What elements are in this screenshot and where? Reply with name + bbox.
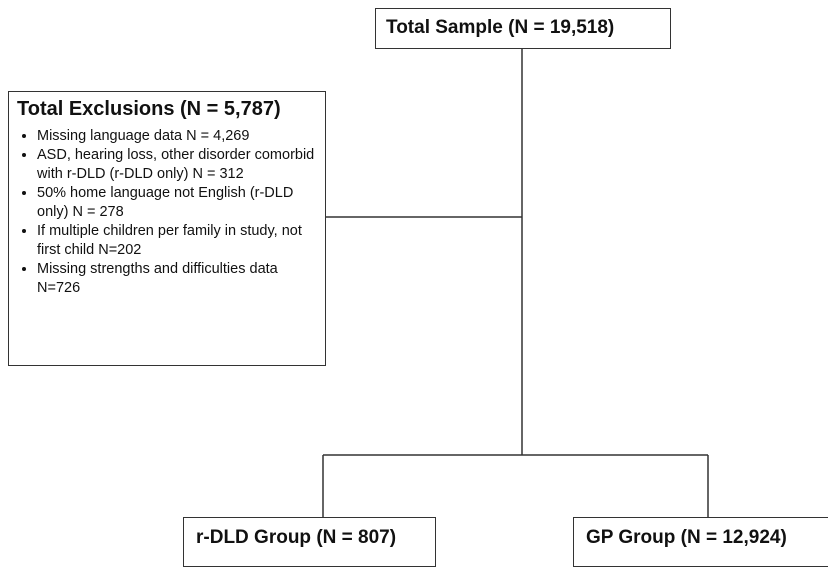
gp-box: GP Group (N = 12,924) <box>573 517 828 567</box>
node-label: Total Exclusions (N = 5,787) <box>17 98 281 120</box>
exclusion-item: ASD, hearing loss, other disorder comorb… <box>37 146 317 184</box>
exclusion-item: If multiple children per family in study… <box>37 222 317 260</box>
exclusion-item: Missing language data N = 4,269 <box>37 127 317 146</box>
exclusion-list: Missing language data N = 4,269 ASD, hea… <box>17 127 317 298</box>
exclusion-item: 50% home language not English (r-DLD onl… <box>37 184 317 222</box>
exclusion-item: Missing strengths and difficulties data … <box>37 260 317 298</box>
rdld-box: r-DLD Group (N = 807) <box>183 517 436 567</box>
node-label: r-DLD Group (N = 807) <box>196 527 397 548</box>
node-label: GP Group (N = 12,924) <box>586 527 787 548</box>
node-label: Total Sample (N = 19,518) <box>386 17 615 38</box>
exclusions-box: Total Exclusions (N = 5,787) Missing lan… <box>8 91 326 366</box>
total-sample-box: Total Sample (N = 19,518) <box>375 8 671 49</box>
